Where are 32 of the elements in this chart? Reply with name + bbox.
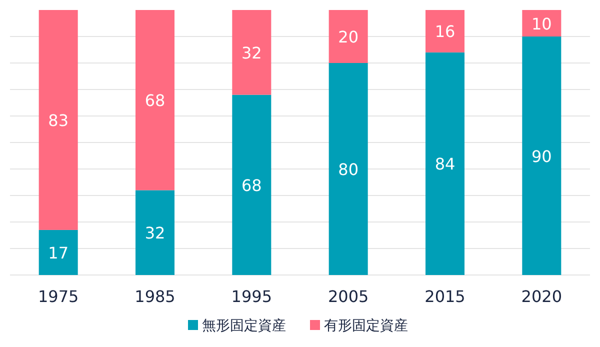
bar (136, 10, 174, 190)
data-label: 10 (531, 14, 552, 34)
x-tick-label: 2020 (521, 287, 562, 306)
bar (328, 10, 368, 63)
x-tick-label: 1985 (134, 287, 176, 306)
x-tick-label: 2005 (328, 287, 369, 306)
bar (426, 10, 464, 52)
bar (328, 63, 368, 275)
bar (426, 52, 464, 275)
x-tick-label: 1975 (38, 287, 79, 306)
x-tick-label: 1995 (231, 287, 272, 306)
data-label: 84 (434, 154, 456, 174)
data-label: 20 (338, 28, 359, 46)
x-tick-label: 2015 (424, 287, 466, 306)
legend-label: 有形固定資産 (324, 318, 408, 334)
data-label: 68 (144, 91, 166, 110)
data-label: 32 (241, 43, 262, 62)
bar (232, 94, 272, 275)
bar (38, 230, 78, 275)
data-label: 80 (338, 160, 359, 179)
bar (38, 10, 78, 230)
legend-label: 無形固定資産 (202, 318, 286, 334)
data-label: 90 (531, 146, 552, 166)
bar (136, 190, 174, 275)
bar (522, 10, 562, 36)
data-label: 17 (48, 243, 69, 262)
data-label: 32 (144, 224, 166, 243)
data-label: 16 (434, 22, 456, 42)
bar (232, 10, 272, 95)
data-label: 83 (48, 110, 69, 130)
data-label: 68 (241, 176, 262, 195)
bar (522, 36, 562, 275)
